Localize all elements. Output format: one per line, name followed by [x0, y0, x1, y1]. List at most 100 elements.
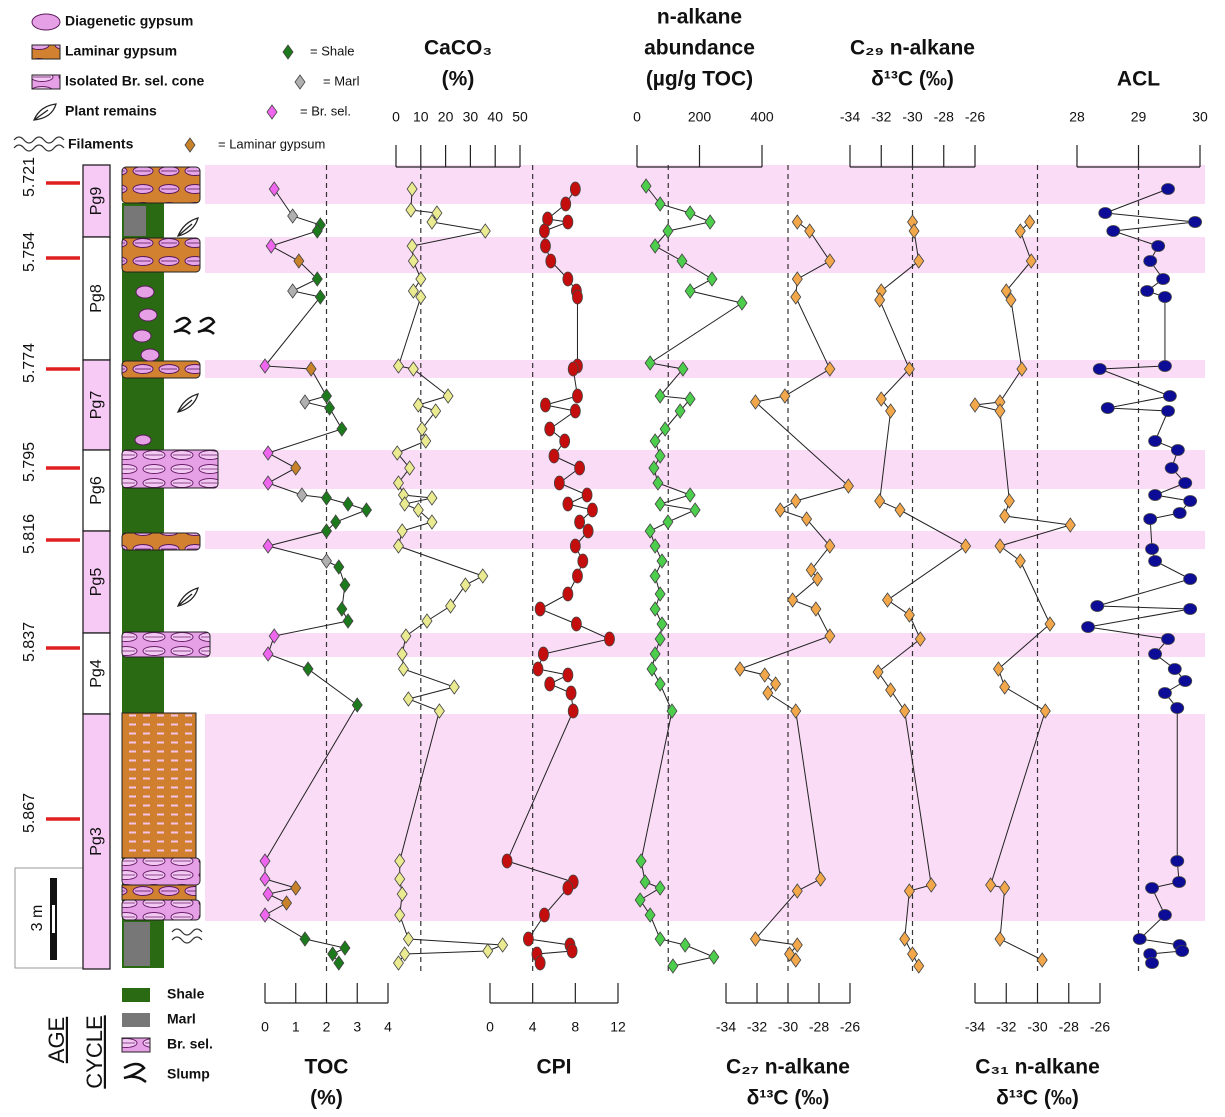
- legend-label: Slump: [167, 1066, 210, 1082]
- legend-marker: [283, 45, 293, 59]
- x-tick-label: -32: [747, 1019, 767, 1035]
- marker: [535, 956, 545, 970]
- marker: [1165, 463, 1178, 474]
- marker: [322, 491, 332, 505]
- marker: [655, 932, 665, 946]
- marker: [561, 197, 571, 211]
- legend-label: = Marl: [323, 73, 360, 88]
- marker: [1149, 436, 1162, 447]
- marker: [549, 449, 559, 463]
- marker: [792, 272, 802, 286]
- marker: [539, 224, 549, 238]
- marker: [1146, 883, 1159, 894]
- axis-label: δ¹³C (‰): [871, 68, 954, 91]
- marker: [361, 503, 371, 517]
- marker: [331, 515, 341, 529]
- gypsum-bed: [122, 361, 200, 378]
- marker: [604, 632, 614, 646]
- marker: [1149, 490, 1162, 501]
- filaments: [172, 929, 202, 943]
- marker: [1176, 946, 1189, 957]
- gypsum-bed: [122, 885, 196, 900]
- marker: [993, 662, 1003, 676]
- marker: [1146, 544, 1159, 555]
- marker: [568, 362, 578, 376]
- marker: [663, 224, 673, 238]
- legend-marker: [295, 75, 305, 89]
- marker: [1158, 361, 1171, 372]
- marker: [1171, 445, 1184, 456]
- marker: [502, 854, 512, 868]
- marker: [545, 677, 555, 691]
- cycle-title: CYCLE: [82, 1015, 107, 1088]
- icon: [32, 14, 60, 30]
- marker: [1099, 208, 1112, 219]
- marker: [775, 503, 785, 517]
- marker: [1037, 953, 1047, 967]
- x-tick-label: -34: [840, 109, 860, 125]
- marker: [737, 296, 747, 310]
- axis-label: (%): [442, 68, 475, 91]
- marker: [340, 941, 350, 955]
- legend-label: = Br. sel.: [300, 103, 351, 118]
- marker: [763, 686, 773, 700]
- legend-label: Plant remains: [65, 103, 157, 119]
- symbol-legend-icons: Diagenetic gypsum Laminar gypsum Isolate…: [14, 13, 204, 152]
- marker: [398, 662, 408, 676]
- marker: [1184, 496, 1197, 507]
- slumps: [174, 318, 214, 334]
- legend-label: Diagenetic gypsum: [65, 13, 193, 29]
- marker: [582, 488, 592, 502]
- marker: [802, 512, 812, 526]
- marker: [1157, 274, 1170, 285]
- marker: [668, 959, 678, 973]
- marker: [1173, 877, 1186, 888]
- gypsum-band: [205, 237, 1205, 273]
- marker: [1162, 184, 1175, 195]
- x-tick-label: 20: [438, 109, 454, 125]
- marker: [1093, 364, 1106, 375]
- age-title: AGE: [44, 1017, 69, 1063]
- age-label: 5.837: [21, 622, 38, 662]
- marker: [587, 503, 597, 517]
- legend-label: = Shale: [310, 43, 354, 58]
- icon: [32, 75, 60, 89]
- marker: [1141, 286, 1154, 297]
- marker: [760, 668, 770, 682]
- marker: [791, 494, 801, 508]
- marker: [568, 704, 578, 718]
- x-tick-label: -26: [1090, 1019, 1110, 1035]
- br-sel-bed: [122, 900, 200, 920]
- marker: [1171, 703, 1184, 714]
- marker: [1004, 494, 1014, 508]
- marker: [340, 578, 350, 592]
- x-tick-label: -26: [840, 1019, 860, 1035]
- x-tick-label: 29: [1131, 109, 1147, 125]
- marker: [655, 587, 665, 601]
- gypsum-bed: [122, 238, 200, 272]
- marker: [570, 404, 580, 418]
- panel-title: CPI: [536, 1056, 571, 1079]
- marker: [303, 662, 313, 676]
- x-tick-label: -28: [1059, 1019, 1079, 1035]
- marker: [403, 932, 413, 946]
- marker: [300, 932, 310, 946]
- br-sel-bed: [122, 632, 210, 657]
- marker: [709, 950, 719, 964]
- gypsum-band: [205, 360, 1205, 378]
- x-tick-label: 1: [292, 1019, 300, 1035]
- marker: [300, 395, 310, 409]
- legend-label: Isolated Br. sel. cone: [65, 73, 204, 89]
- marker: [575, 461, 585, 475]
- panel-title: C₂₉ n-alkane: [850, 37, 975, 60]
- x-tick-label: 30: [463, 109, 479, 125]
- gypsum-band: [205, 165, 1205, 204]
- icon: [124, 1064, 146, 1082]
- x-tick-label: -28: [809, 1019, 829, 1035]
- marker: [1184, 574, 1197, 585]
- marker: [685, 206, 695, 220]
- marker: [297, 488, 307, 502]
- marker: [570, 182, 580, 196]
- marker: [792, 938, 802, 952]
- icon: [32, 45, 60, 59]
